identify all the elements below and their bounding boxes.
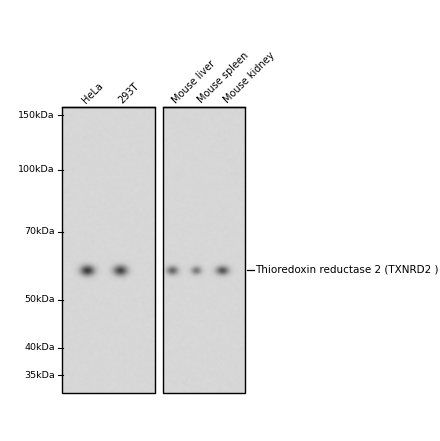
Text: 293T: 293T [117,81,141,105]
Text: 70kDa: 70kDa [24,228,55,236]
Text: 50kDa: 50kDa [24,295,55,304]
Text: Thioredoxin reductase 2 (TXNRD2 ): Thioredoxin reductase 2 (TXNRD2 ) [255,265,439,275]
Text: HeLa: HeLa [80,80,105,105]
Bar [62,107,155,393]
Text: Mouse spleen: Mouse spleen [196,50,251,105]
Text: 35kDa: 35kDa [24,370,55,380]
Bar [163,107,245,393]
Text: Mouse kidney: Mouse kidney [222,50,277,105]
Text: 100kDa: 100kDa [18,165,55,175]
Text: Mouse liver: Mouse liver [170,58,217,105]
Text: 150kDa: 150kDa [18,111,55,120]
Text: 40kDa: 40kDa [24,344,55,352]
